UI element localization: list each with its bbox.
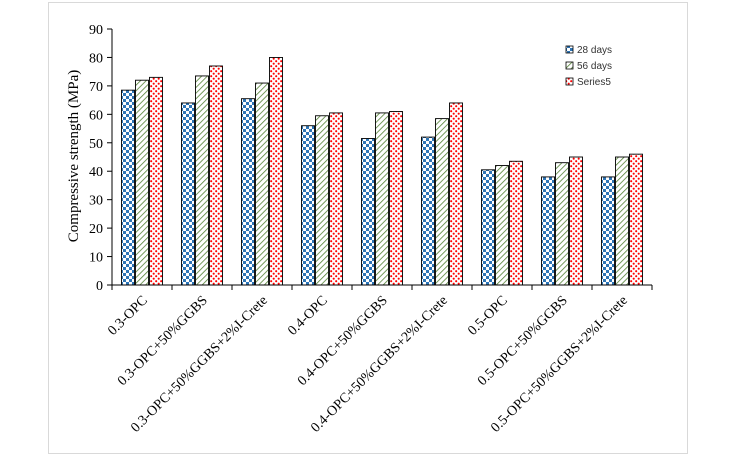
bar-3-9 [629,153,643,286]
bar-2-5 [375,112,389,286]
bar-3-3 [269,56,283,286]
y-tick-label: 30 [89,194,103,209]
bar-3-2 [209,65,223,286]
bar-2-6 [435,118,449,286]
bar-3-7 [509,160,523,286]
bar-3-4 [329,112,343,286]
y-tick-label: 0 [96,279,103,294]
bar-1-3 [241,98,255,286]
bar-1-6 [421,136,435,286]
bar-2-2 [195,75,209,286]
bar-1-4 [301,125,315,286]
x-tick-label: 0.5-OPC [465,293,511,339]
bar-1-5 [361,138,375,286]
y-tick-label: 20 [89,222,103,237]
y-axis-label: Compressive strength (MPa) [66,70,82,242]
bar-1-2 [181,102,195,286]
bar-2-8 [555,162,569,286]
bar-2-1 [135,79,149,286]
legend-label: 56 days [577,61,612,72]
bar-2-3 [255,82,269,286]
bar-3-5 [389,111,403,286]
legend: 28 days 56 days Series5 [565,45,612,88]
x-tick-label: 0.4-OPC [285,293,331,339]
legend-swatch [565,45,574,54]
y-tick-label: 60 [89,108,103,123]
bar-2-7 [495,165,509,286]
y-tick-label: 40 [89,165,103,180]
legend-label: 28 days [577,45,612,56]
bar-3-8 [569,156,583,286]
bar-1-8 [541,176,555,286]
legend-swatch [565,77,574,86]
bar-1-1 [121,89,135,286]
y-tick-label: 70 [89,80,103,95]
bar-3-1 [149,76,163,286]
y-tick-label: 10 [89,251,103,266]
bar-2-4 [315,115,329,286]
bar-1-7 [481,169,495,286]
y-tick-label: 50 [89,137,103,152]
legend-label: Series5 [577,77,611,88]
x-tick-label: 0.3-OPC [105,293,151,339]
y-tick-label: 80 [89,51,103,66]
legend-swatch [565,61,574,70]
bar-2-9 [615,156,629,286]
bar-3-6 [449,102,463,286]
y-tick-label: 90 [89,23,103,38]
bar-1-9 [601,176,615,286]
